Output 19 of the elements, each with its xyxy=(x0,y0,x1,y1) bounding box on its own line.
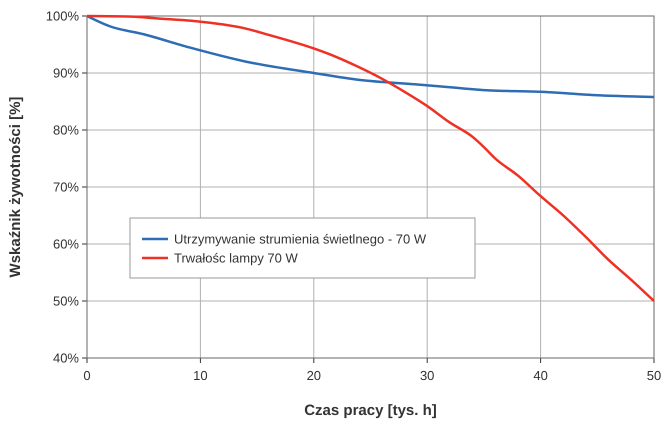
y-tick-label: 40% xyxy=(52,350,80,366)
x-axis-title: Czas pracy [tys. h] xyxy=(304,402,437,419)
x-tick-label: 0 xyxy=(83,368,91,383)
y-tick-label: 100% xyxy=(46,8,80,24)
y-tick-label: 70% xyxy=(52,180,80,194)
y-tick-label: 80% xyxy=(52,122,80,138)
legend-label: Utrzymywanie strumienia świetlnego - 70 W xyxy=(174,232,427,246)
x-tick-label: 10 xyxy=(193,368,208,383)
x-tick-label: 20 xyxy=(306,368,322,383)
line-series xyxy=(86,14,656,98)
x-tick-label: 30 xyxy=(420,368,434,383)
line-series xyxy=(86,14,656,302)
y-tick-label: 90% xyxy=(52,66,80,80)
y-tick-label: 50% xyxy=(52,294,80,308)
x-tick-label: 40 xyxy=(533,368,548,383)
legend-label: Trwałośc lampy 70 W xyxy=(174,250,298,266)
x-tick-label: 50 xyxy=(646,368,662,383)
y-axis-title: Wskaźnik żywotności [%] xyxy=(7,96,24,278)
y-tick-label: 60% xyxy=(52,236,80,252)
